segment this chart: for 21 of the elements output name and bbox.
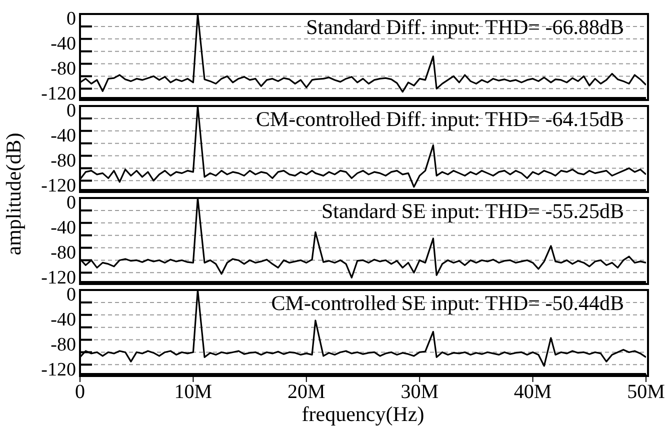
annotation: Standard Diff. input: THD= -66.88dB	[306, 15, 624, 39]
y-tick-label: -80	[50, 150, 76, 172]
x-tick-label: 10M	[174, 381, 212, 404]
x-tick-label: 20M	[288, 381, 326, 404]
x-tick-label: 40M	[514, 381, 552, 404]
y-tick-label: -40	[50, 310, 76, 331]
y-tick-label: -80	[50, 242, 76, 264]
y-axis-title: amplitude(dB)	[2, 132, 26, 256]
y-tick-label: 0	[66, 8, 76, 30]
x-tick-label: 30M	[400, 381, 439, 404]
x-axis-title: frequency(Hz)	[300, 402, 426, 426]
y-tick-label: -80	[50, 58, 76, 80]
y-tick-label: -40	[50, 218, 76, 239]
annotation: CM-controlled Diff. input: THD= -64.15dB	[256, 107, 624, 131]
annotation: CM-controlled SE input: THD= -50.44dB	[271, 291, 624, 315]
annotation: Standard SE input: THD= -55.25dB	[321, 199, 624, 223]
y-tick-label: -40	[50, 34, 76, 55]
y-tick-label: -80	[50, 334, 76, 356]
x-tick-label: 50M	[627, 381, 665, 404]
y-tick-label: -120	[41, 359, 76, 380]
y-tick-label: -40	[50, 126, 76, 147]
